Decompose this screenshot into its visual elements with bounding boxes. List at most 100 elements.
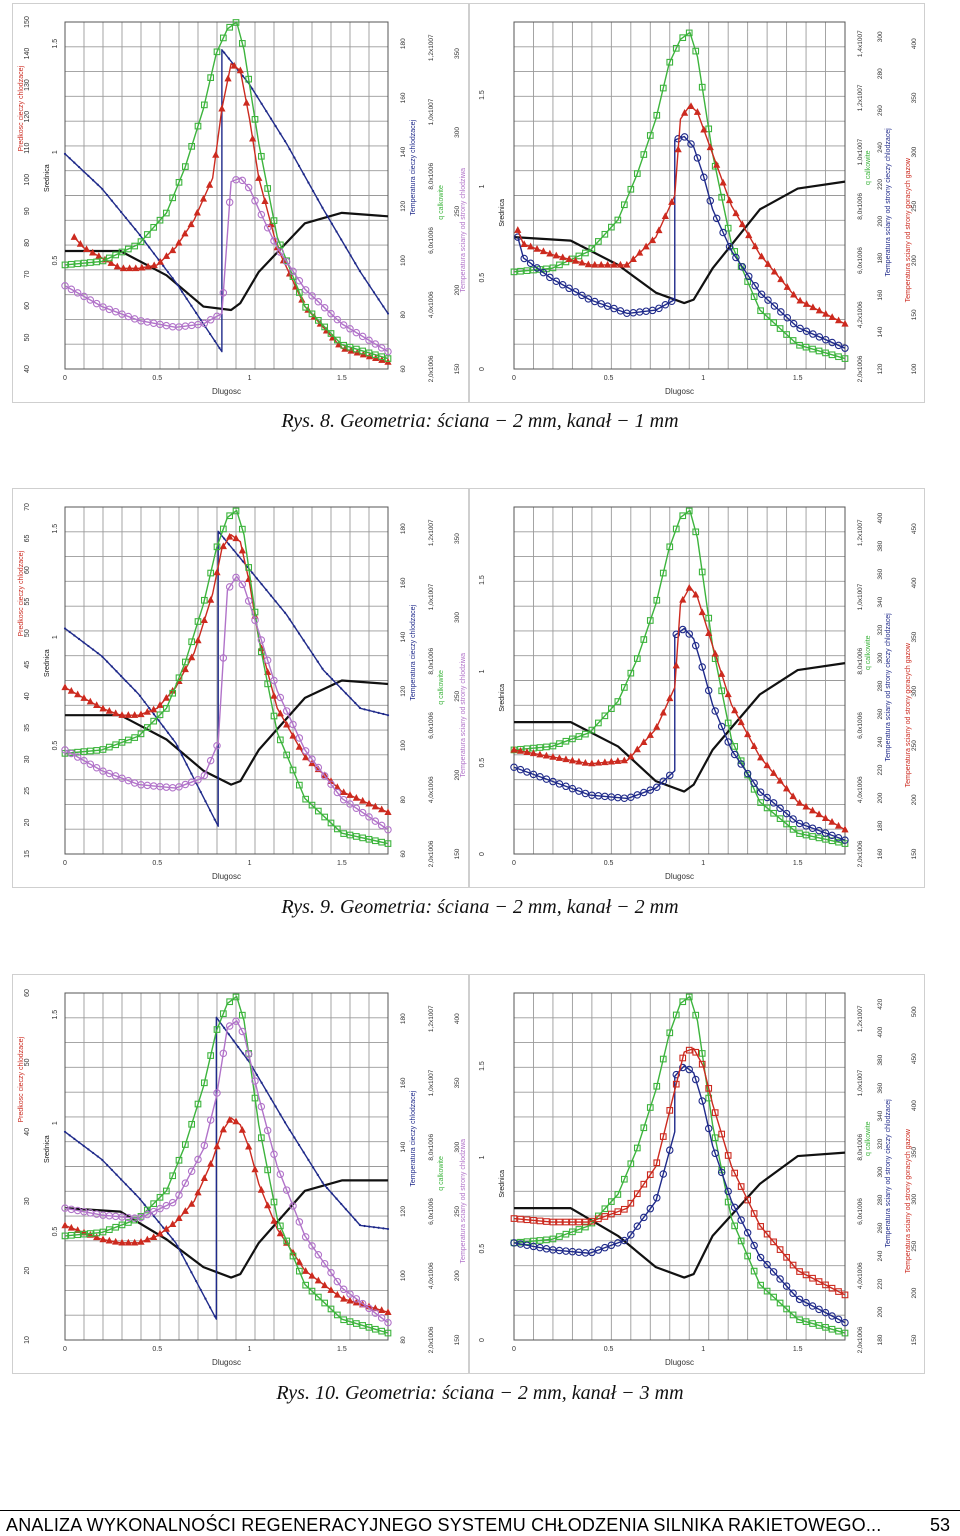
data-point (316, 1173, 319, 1176)
right-axis-tick: 2,0x1006 (428, 1326, 435, 1353)
right-axis-tick: 1,0x1007 (428, 98, 435, 125)
data-point (352, 1295, 361, 1303)
right-axis-tick: 180 (400, 38, 407, 49)
right-axis-tick: 180 (400, 1013, 407, 1024)
data-point (232, 534, 240, 542)
right-axis-tick: 340 (877, 596, 884, 607)
right-axis-tick: 400 (911, 577, 918, 588)
data-point (61, 1221, 69, 1229)
chart-svg: 0 0.5 1 1.5 Dlugosc 15 20 25 30 35 40 45 50 55 60 65 70 P… (18, 503, 467, 881)
data-point (327, 780, 335, 788)
series-black (65, 211, 389, 312)
data-point (770, 1293, 777, 1301)
data-point (115, 670, 118, 673)
data-point (608, 705, 615, 713)
data-point (131, 242, 139, 250)
data-point (834, 833, 843, 842)
series-line (64, 21, 389, 360)
data-point (815, 333, 824, 341)
data-point (757, 753, 765, 761)
data-point (251, 1077, 259, 1085)
left-red-tick: 60 (24, 989, 31, 997)
data-point (815, 1322, 823, 1329)
data-point (562, 1218, 570, 1226)
data-point (245, 564, 253, 571)
data-point (354, 701, 357, 705)
data-point (700, 173, 708, 182)
data-point (105, 743, 113, 751)
right-axis-tick: 150 (911, 309, 918, 320)
series-blue (514, 133, 849, 352)
data-point (244, 1050, 253, 1058)
data-point (358, 1223, 362, 1227)
data-point (188, 1200, 196, 1207)
data-point (93, 1229, 101, 1237)
data-point (93, 1233, 101, 1241)
data-point (321, 1181, 324, 1184)
right-axis-tick: 450 (911, 523, 918, 534)
data-point (523, 267, 531, 274)
data-point (691, 1075, 700, 1084)
right-axis-tick: 300 (911, 1194, 918, 1205)
data-point (384, 1329, 392, 1337)
data-point (655, 304, 663, 313)
figure-9-right-plot: 0 0.5 1 1.5 Dlugosc 0 0.5 1 1.5 Srednica 2,0x1006 4… (469, 488, 925, 888)
data-point (757, 290, 766, 298)
data-point (608, 1198, 615, 1205)
data-point (302, 1281, 310, 1289)
data-point (750, 779, 758, 787)
data-point (539, 268, 548, 277)
data-point (93, 258, 101, 266)
data-point (227, 1033, 230, 1036)
data-point (312, 653, 315, 656)
data-point (270, 712, 278, 720)
right-axis-tick: 1,0x1007 (857, 1069, 864, 1096)
data-point (293, 625, 296, 628)
data-point (105, 254, 113, 262)
data-point (365, 799, 373, 807)
data-point (796, 1268, 803, 1275)
series-line (513, 627, 846, 841)
data-point (105, 769, 114, 778)
data-point (175, 1214, 183, 1222)
data-point (756, 788, 765, 796)
data-point (653, 1194, 661, 1202)
right-axis-tick: 8,0x1006 (857, 647, 864, 674)
data-point (150, 1200, 158, 1208)
right-axis-tick: 350 (454, 1077, 461, 1088)
right-axis-label: q calkowite (438, 670, 445, 705)
series-black (513, 180, 846, 305)
data-point (87, 1148, 90, 1151)
data-point (358, 706, 362, 709)
data-point (648, 306, 657, 315)
data-point (698, 1097, 706, 1105)
data-point (162, 264, 165, 267)
data-point (562, 737, 570, 745)
data-point (124, 679, 127, 683)
data-point (282, 1186, 291, 1194)
data-point (265, 110, 268, 113)
data-point (763, 313, 771, 320)
data-point (633, 655, 641, 662)
right-axis-label: Temperatura sciany od strony cieczy chlo… (885, 613, 892, 762)
data-point (251, 571, 254, 574)
data-point (757, 799, 764, 806)
data-point (181, 1179, 190, 1187)
right-axis-tick: 220 (877, 179, 884, 190)
data-point (339, 795, 348, 804)
data-point (288, 1128, 291, 1132)
data-point (244, 183, 253, 192)
data-point (802, 1271, 810, 1279)
data-point (276, 693, 285, 702)
data-point (129, 222, 132, 225)
right-axis-tick: 220 (877, 1278, 884, 1289)
data-point (207, 74, 215, 81)
data-point (653, 1082, 661, 1090)
data-point (86, 1230, 94, 1237)
data-point (148, 246, 151, 249)
right-axis-tick: 200 (454, 769, 461, 780)
right-axis-tick: 200 (877, 216, 884, 227)
data-point (750, 742, 758, 749)
data-point (575, 1218, 583, 1226)
data-point (87, 644, 90, 648)
